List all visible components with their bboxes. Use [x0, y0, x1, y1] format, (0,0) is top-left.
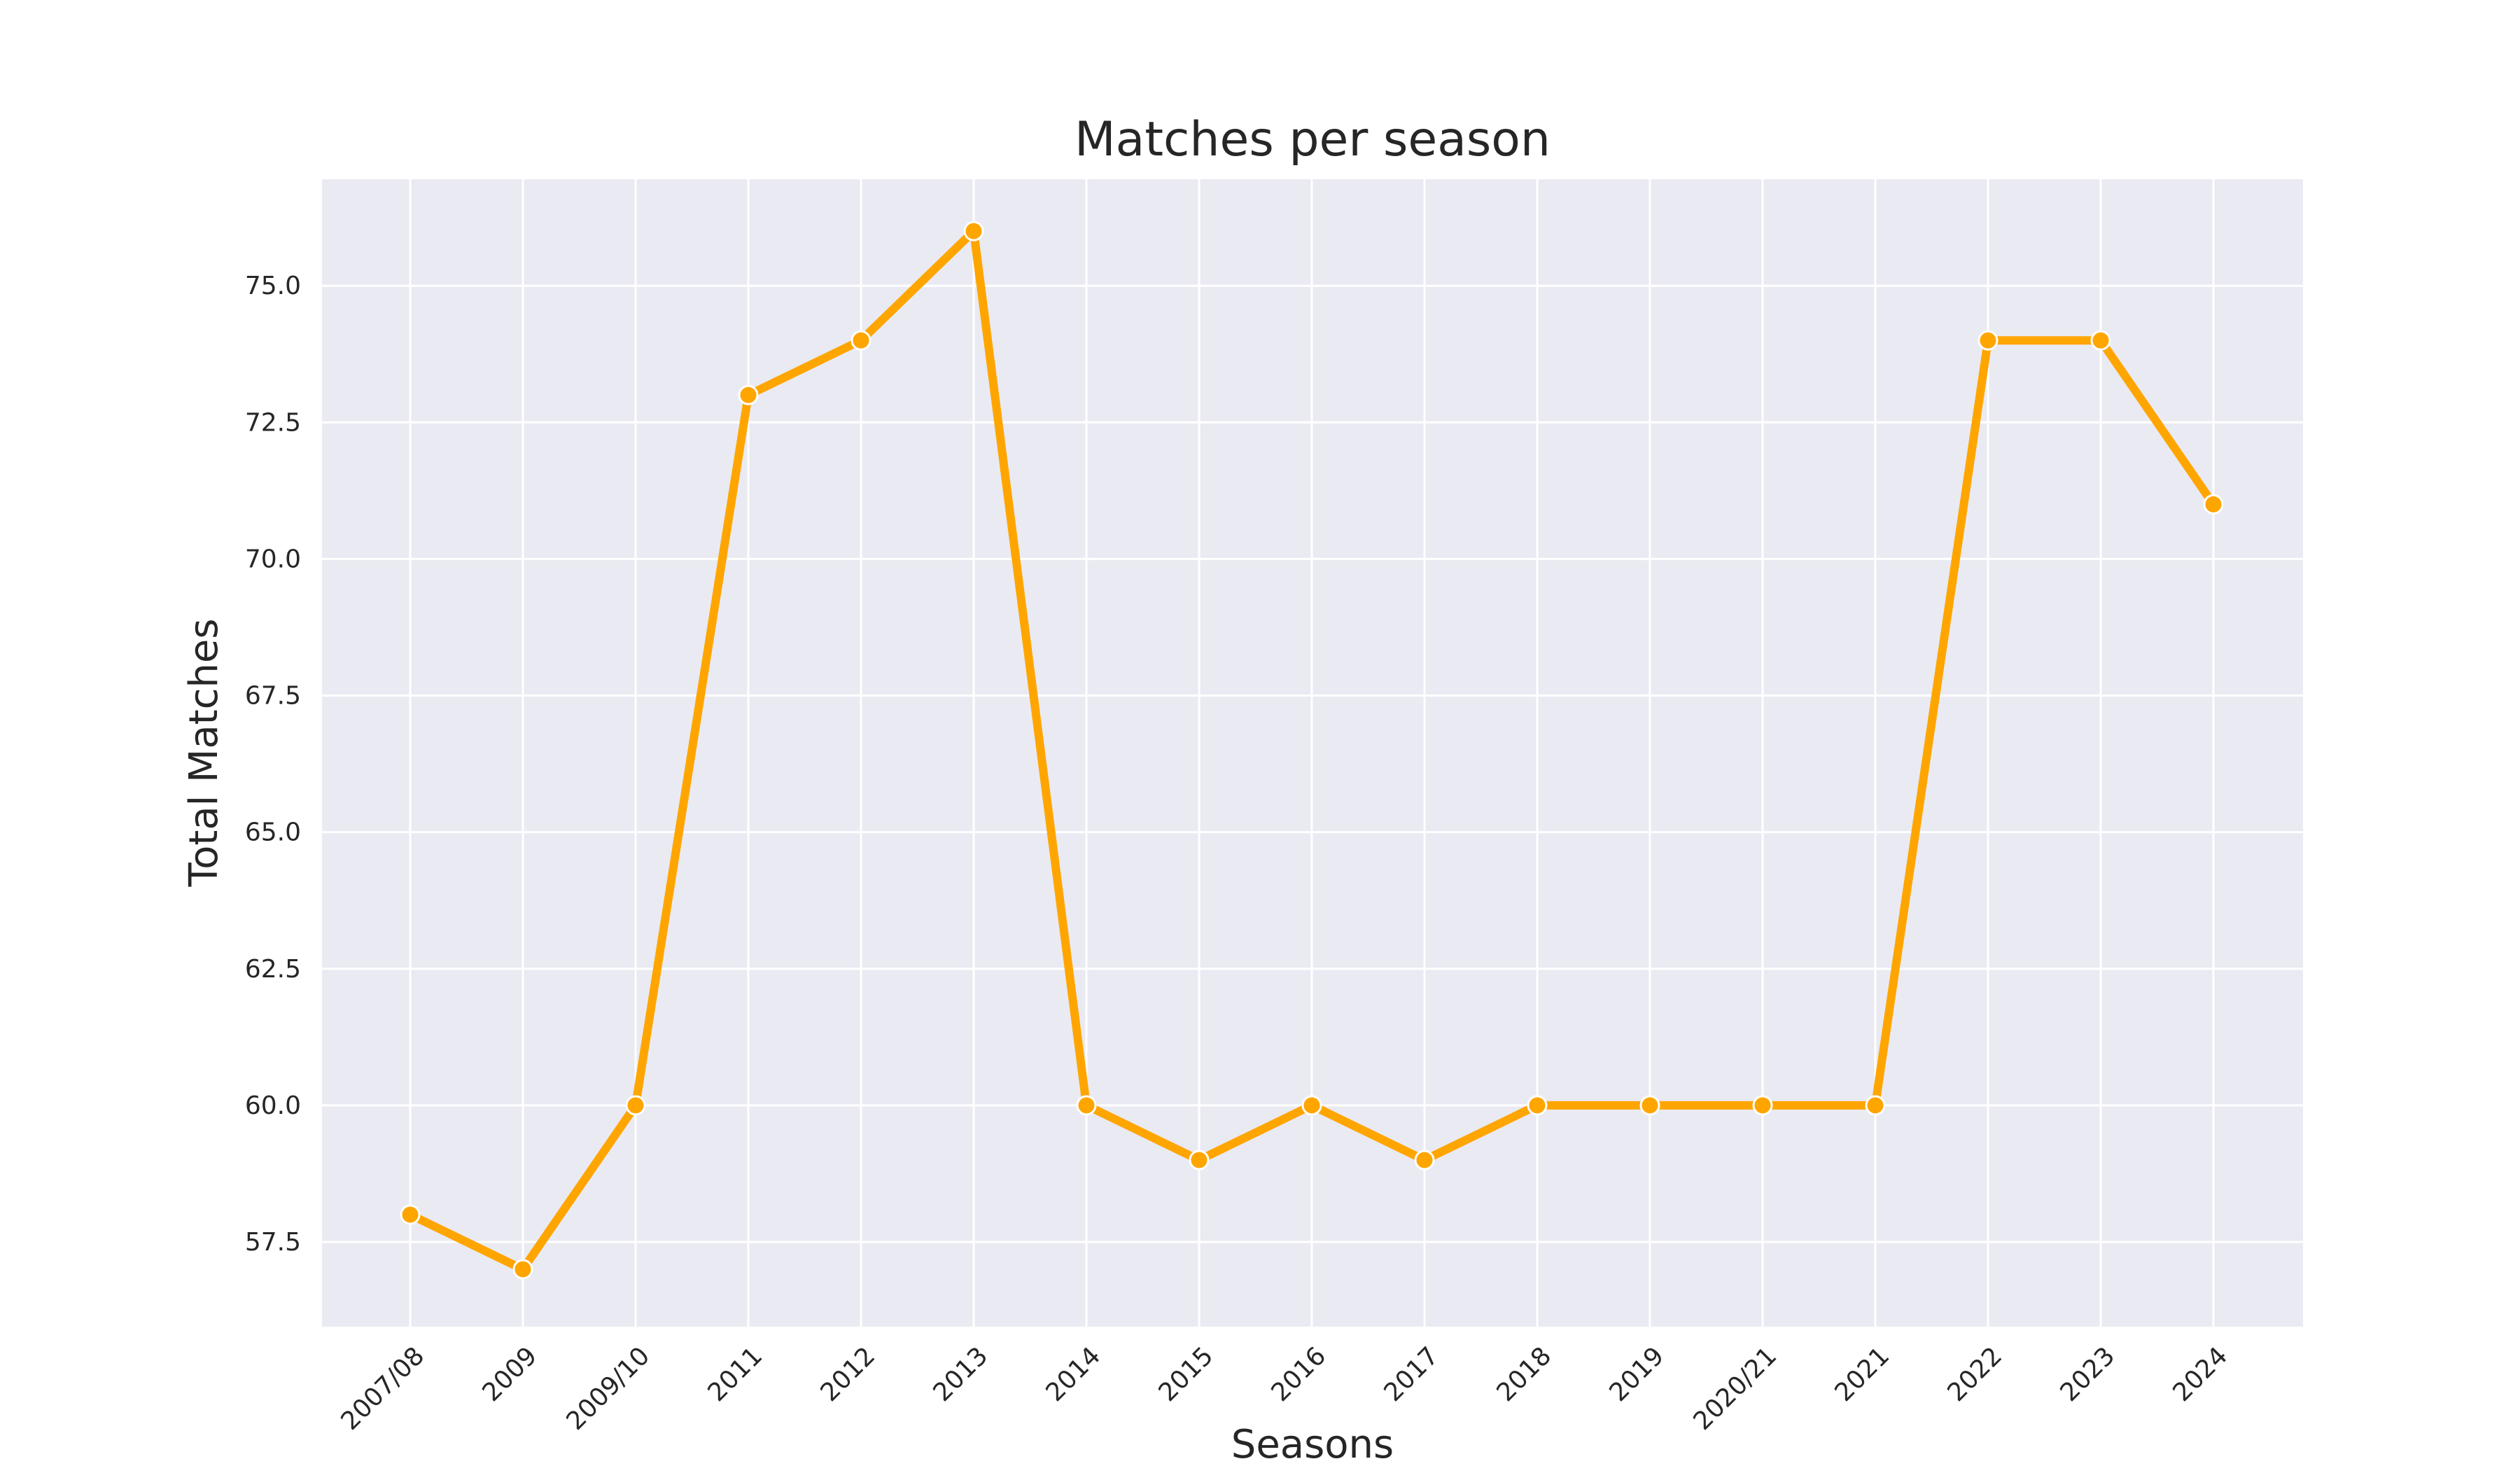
data-point-2009 [512, 1259, 533, 1280]
data-markers [400, 221, 2224, 1280]
y-tick-label: 67.5 [245, 682, 301, 711]
data-point-2009-10 [625, 1095, 646, 1116]
x-tick-label: 2012 [815, 1341, 881, 1407]
y-tick-label: 62.5 [245, 955, 301, 984]
data-point-2016 [1301, 1095, 1322, 1116]
data-point-2023 [2090, 330, 2111, 351]
data-point-2011 [738, 384, 759, 405]
data-point-2024 [2203, 494, 2224, 515]
y-axis-ticks: 57.5 60.0 62.5 65.0 67.5 70.0 72.5 75.0 [245, 272, 301, 1257]
data-point-2007-08 [400, 1204, 421, 1225]
x-tick-label: 2011 [702, 1341, 768, 1407]
chart-title: Matches per season [1074, 112, 1550, 167]
x-tick-label: 2013 [927, 1341, 993, 1407]
data-point-2012 [850, 330, 872, 351]
x-tick-label: 2017 [1378, 1341, 1444, 1407]
data-point-2018 [1527, 1095, 1548, 1116]
data-point-2021 [1865, 1095, 1886, 1116]
x-tick-label: 2020/21 [1688, 1341, 1783, 1436]
x-tick-label: 2015 [1153, 1341, 1219, 1407]
y-tick-label: 70.0 [245, 545, 301, 573]
grid-layer [322, 179, 2303, 1327]
y-tick-label: 65.0 [245, 818, 301, 847]
data-point-2015 [1189, 1150, 1210, 1171]
x-tick-label: 2022 [1942, 1341, 2008, 1407]
y-tick-label: 57.5 [245, 1228, 301, 1257]
y-tick-label: 60.0 [245, 1091, 301, 1120]
y-tick-label: 75.0 [245, 272, 301, 300]
data-point-2022 [1977, 330, 1998, 351]
x-tick-label: 2009 [477, 1341, 542, 1407]
x-tick-label: 2007/08 [336, 1341, 430, 1436]
x-tick-label: 2018 [1491, 1341, 1557, 1407]
y-tick-label: 72.5 [245, 408, 301, 437]
x-tick-label: 2021 [1829, 1341, 1895, 1407]
data-point-2014 [1076, 1095, 1097, 1116]
x-tick-label: 2023 [2054, 1341, 2120, 1407]
x-tick-label: 2014 [1040, 1341, 1106, 1407]
x-tick-label: 2009/10 [561, 1341, 656, 1436]
data-point-2013 [963, 221, 984, 242]
data-point-2017 [1414, 1150, 1435, 1171]
x-axis-label: Seasons [1231, 1422, 1394, 1467]
x-tick-label: 2016 [1266, 1341, 1331, 1407]
x-tick-label: 2024 [2167, 1341, 2233, 1407]
data-point-2020-21 [1752, 1095, 1773, 1116]
y-axis-label: Total Matches [181, 618, 227, 887]
data-point-2019 [1639, 1095, 1660, 1116]
x-tick-label: 2019 [1604, 1341, 1670, 1407]
